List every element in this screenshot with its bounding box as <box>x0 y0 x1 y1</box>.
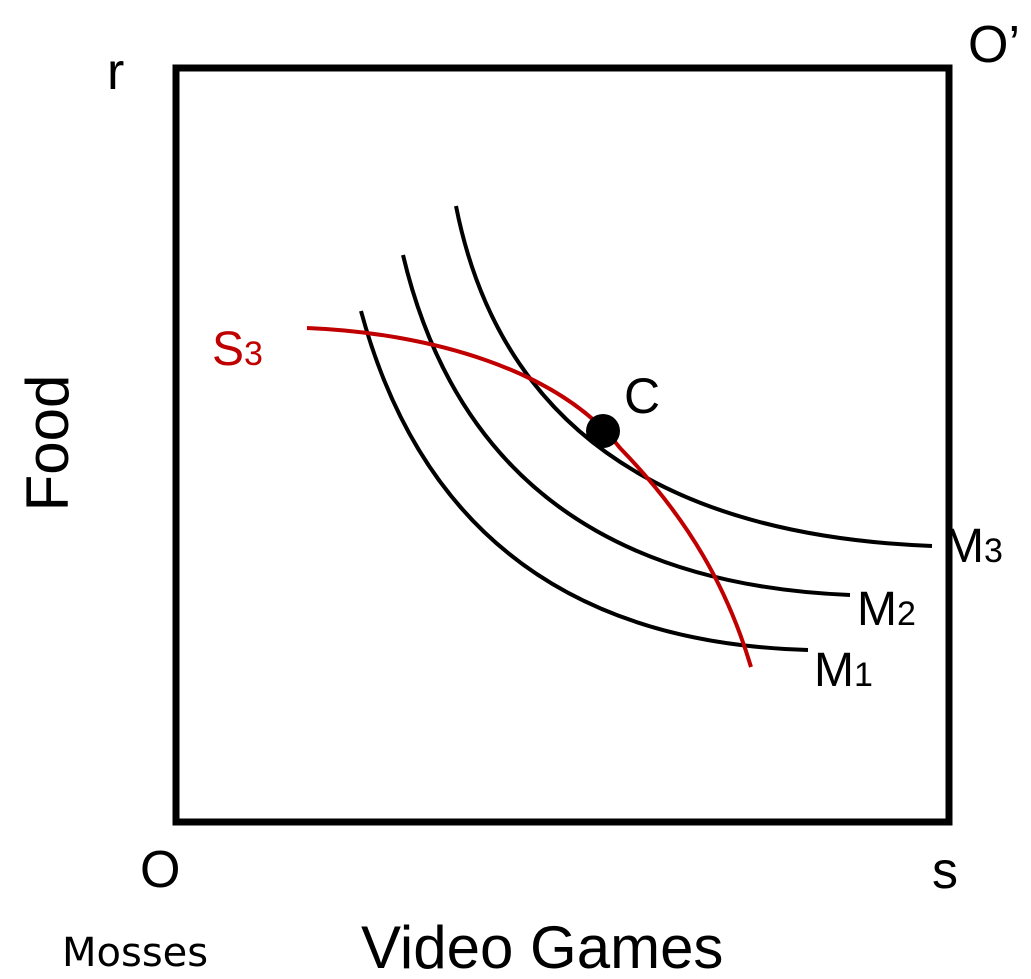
corner-label-o: O <box>140 841 180 899</box>
tangency-point-c <box>586 414 620 448</box>
indifference-curve-m2 <box>401 254 851 597</box>
corner-label-o-prime: O’ <box>968 16 1020 74</box>
indifference-curve-m3 <box>454 205 933 548</box>
point-c-label: C <box>624 368 660 424</box>
curve-label-m2: M2 <box>857 583 916 636</box>
curve-label-s3: S3 <box>212 323 263 376</box>
corner-label-s: s <box>932 842 958 900</box>
edgeworth-box-frame <box>172 64 953 826</box>
curve-label-m1: M1 <box>814 644 873 697</box>
corner-label-r: r <box>107 43 124 101</box>
y-axis-label: Food <box>14 375 81 512</box>
contract-curve-s3 <box>306 326 753 668</box>
indifference-curve-m1 <box>359 310 809 652</box>
x-axis-label: Video Games <box>361 914 723 979</box>
owner-label: Mosses <box>62 930 208 976</box>
curve-label-m3: M3 <box>944 520 1003 573</box>
